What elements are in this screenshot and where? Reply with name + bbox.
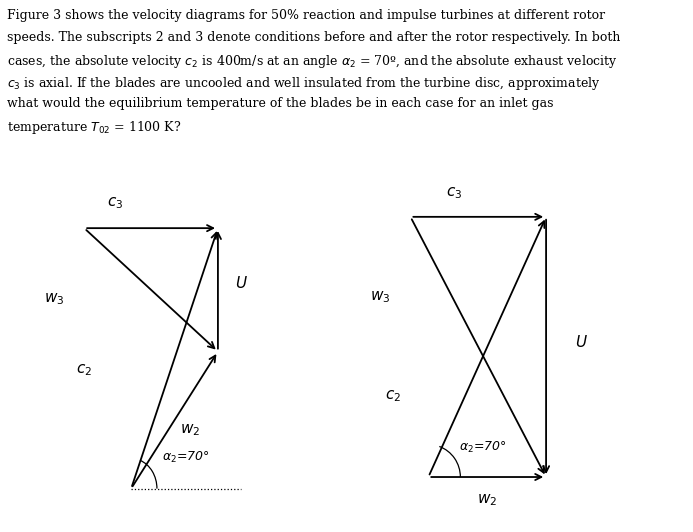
Text: $w_2$: $w_2$	[477, 492, 498, 508]
Text: $U$: $U$	[575, 334, 588, 350]
Text: $c_3$ is axial. If the blades are uncooled and well insulated from the turbine d: $c_3$ is axial. If the blades are uncool…	[7, 75, 600, 92]
Text: what would the equilibrium temperature of the blades be in each case for an inle: what would the equilibrium temperature o…	[7, 97, 554, 110]
Text: cases, the absolute velocity $c_2$ is 400m/s at an angle $\alpha_2$ = 70º, and t: cases, the absolute velocity $c_2$ is 40…	[7, 53, 617, 70]
Text: $c_2$: $c_2$	[385, 388, 401, 404]
Text: Figure 3 shows the velocity diagrams for 50% reaction and impulse turbines at di: Figure 3 shows the velocity diagrams for…	[7, 10, 605, 22]
Text: $\alpha_2$=70°: $\alpha_2$=70°	[459, 440, 507, 455]
Text: $\alpha_2$=70°: $\alpha_2$=70°	[161, 450, 209, 466]
Text: speeds. The subscripts 2 and 3 denote conditions before and after the rotor resp: speeds. The subscripts 2 and 3 denote co…	[7, 31, 620, 44]
Text: $w_2$: $w_2$	[179, 423, 200, 438]
Text: temperature $\mathit{T}_{02}$ = 1100 K?: temperature $\mathit{T}_{02}$ = 1100 K?	[7, 119, 182, 136]
Text: $w_3$: $w_3$	[369, 289, 390, 305]
Text: $w_3$: $w_3$	[44, 291, 64, 307]
Text: $c_3$: $c_3$	[446, 185, 462, 201]
Text: $U$: $U$	[235, 276, 248, 292]
Text: $c_3$: $c_3$	[107, 195, 123, 211]
Text: $c_2$: $c_2$	[76, 362, 92, 378]
